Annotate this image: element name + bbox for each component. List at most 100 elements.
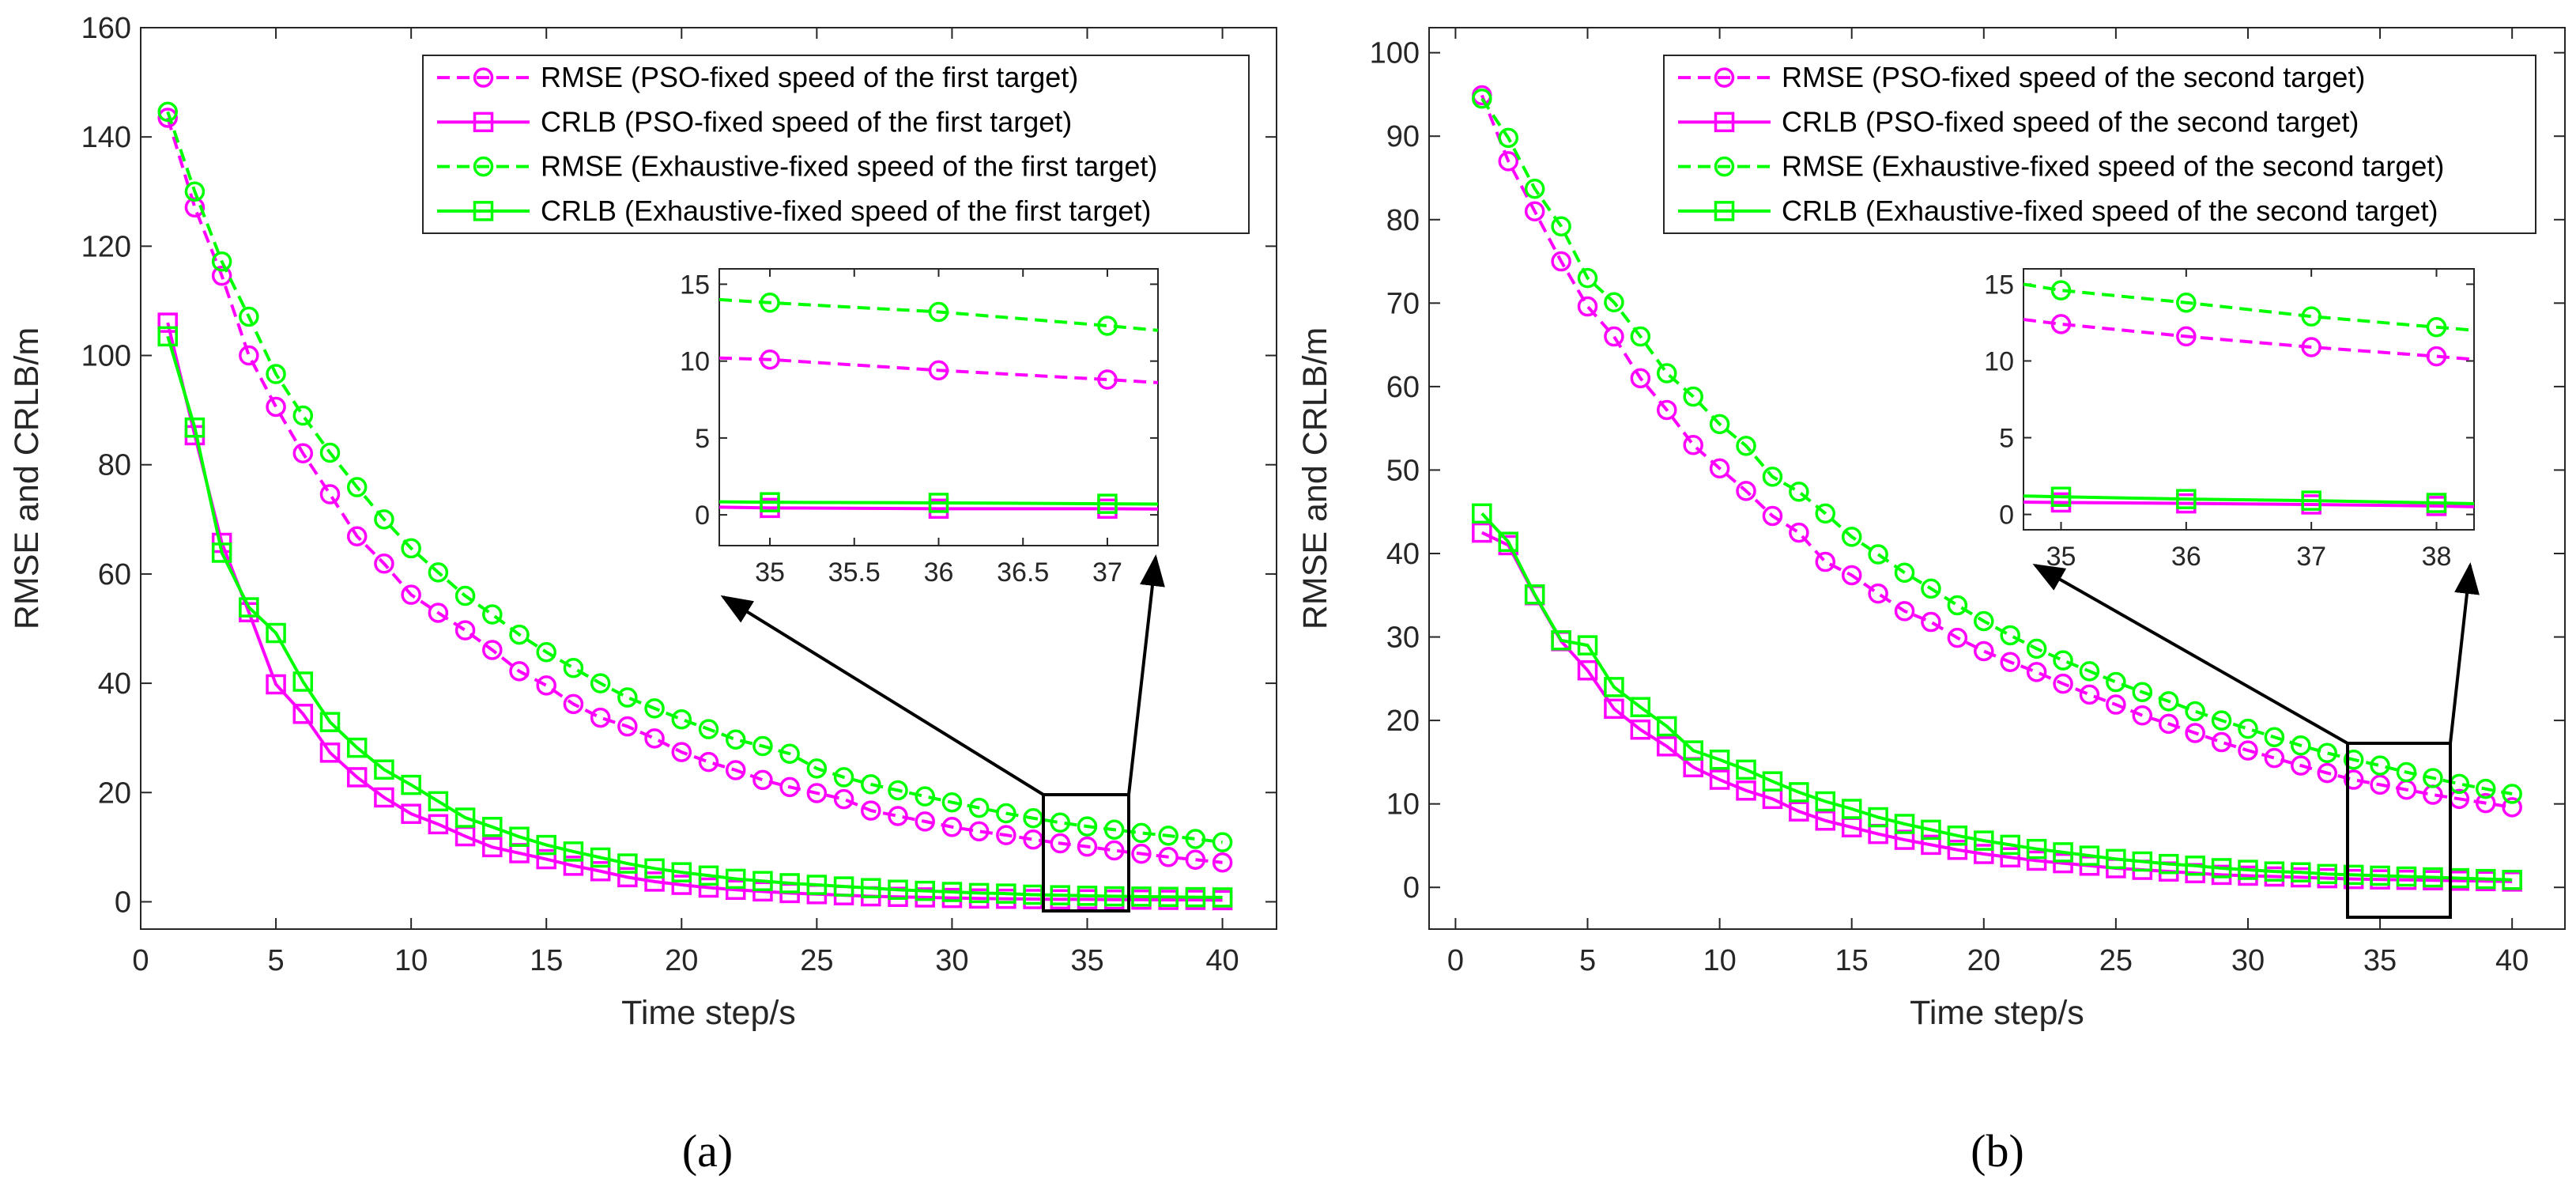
data-point	[239, 345, 259, 366]
data-point	[2079, 845, 2100, 866]
legend-entry-label: CRLB (PSO-fixed speed of the first targe…	[541, 105, 1072, 138]
legend-marker	[473, 67, 494, 88]
data-point	[1974, 830, 1994, 851]
inset-frame	[2023, 268, 2475, 531]
x-tick-label: 30	[2231, 944, 2265, 977]
data-point	[1894, 814, 1915, 834]
data-point	[266, 396, 286, 418]
legend-entry-label: RMSE (Exhaustive-fixed speed of the firs…	[541, 150, 1157, 183]
data-point	[428, 814, 449, 835]
data-point	[1762, 505, 1783, 527]
data-point	[374, 554, 394, 574]
data-point	[1050, 833, 1071, 854]
data-point	[509, 624, 530, 645]
y-tick-label: 50	[1386, 454, 1420, 487]
data-point	[1630, 368, 1651, 389]
inset-x-tick-label: 36	[2171, 542, 2201, 572]
data-point	[454, 807, 476, 828]
data-point	[346, 767, 368, 788]
data-point	[184, 417, 206, 438]
data-point	[454, 585, 476, 606]
data-point	[292, 443, 314, 463]
inset-series-line	[2023, 494, 2475, 505]
data-point	[2396, 866, 2417, 887]
data-point	[1604, 677, 1624, 697]
data-point	[644, 698, 665, 719]
inset-series-line	[718, 356, 1159, 384]
x-axis-label: Time step/s	[1910, 994, 2084, 1032]
data-point	[1657, 736, 1677, 757]
inset-zoom-plot: 35 36 37 38 0 5 10 15	[1984, 268, 2475, 572]
zoom-region-box	[1042, 793, 1130, 913]
inset-data-point	[2176, 326, 2197, 347]
series-line	[1480, 531, 2513, 883]
data-point	[617, 716, 638, 737]
data-point	[536, 675, 556, 696]
data-point	[428, 562, 449, 583]
series-3	[157, 326, 1233, 908]
data-point	[482, 640, 503, 660]
data-point	[536, 834, 556, 856]
data-point	[671, 875, 692, 895]
data-point	[2106, 694, 2126, 715]
data-point	[2475, 868, 2496, 890]
data-point	[698, 877, 719, 898]
inset-y-tick-label: 15	[680, 270, 710, 300]
legend: RMSE (PSO-fixed speed of the second targ…	[1663, 55, 2536, 234]
data-point	[2106, 671, 2126, 693]
data-point	[1841, 565, 1862, 586]
data-point	[644, 871, 665, 892]
x-tick-label: 40	[1205, 944, 1239, 977]
data-point	[2026, 838, 2047, 860]
inset-y-tick-label: 10	[680, 347, 710, 377]
data-point	[2158, 691, 2179, 712]
data-point	[1789, 522, 1809, 543]
inset-data-point	[1097, 493, 1118, 514]
data-point	[157, 326, 178, 347]
inset-data-point	[2301, 490, 2321, 511]
zoom-arrow	[2032, 564, 2348, 745]
inset-series-line	[2023, 318, 2475, 361]
data-point	[779, 776, 800, 798]
data-point	[2343, 769, 2364, 790]
data-point	[1789, 482, 1809, 502]
y-tick-label: 20	[1386, 705, 1420, 738]
inset-data-point	[2050, 486, 2072, 508]
legend-entry-label: RMSE (Exhaustive-fixed speed of the seco…	[1782, 150, 2444, 183]
data-point	[2158, 853, 2179, 875]
data-point	[1551, 251, 1571, 272]
data-point	[671, 862, 692, 882]
y-axis-label: RMSE and CRLB/m	[8, 327, 46, 629]
data-point	[2343, 864, 2364, 886]
y-tick-label: 100	[1370, 37, 1420, 70]
inset-x-tick-label: 36.5	[997, 557, 1049, 588]
legend: RMSE (PSO-fixed speed of the first targe…	[422, 55, 1250, 234]
data-point	[428, 603, 449, 623]
data-point	[482, 604, 503, 625]
inset-data-point	[1097, 316, 1118, 336]
data-point	[184, 197, 206, 218]
data-point	[1604, 292, 1624, 313]
data-point	[157, 101, 178, 123]
data-point	[1604, 698, 1624, 720]
inset-series-line	[718, 505, 1159, 511]
x-tick-label: 35	[2363, 944, 2397, 977]
data-point	[941, 817, 963, 837]
x-tick-label: 15	[1835, 944, 1869, 977]
data-point	[941, 792, 963, 813]
y-tick-label: 60	[1386, 371, 1420, 404]
data-point	[1947, 595, 1968, 616]
data-point	[1868, 807, 1888, 828]
y-tick-label: 120	[81, 230, 131, 263]
legend-entry-label: RMSE (PSO-fixed speed of the first targe…	[541, 61, 1078, 93]
data-point	[2211, 731, 2232, 753]
data-point	[2475, 792, 2496, 814]
data-point	[1683, 386, 1703, 407]
x-tick-label: 40	[2495, 944, 2529, 977]
data-point	[617, 687, 638, 708]
data-point	[725, 729, 746, 750]
data-point	[2238, 860, 2258, 880]
data-point	[1630, 326, 1651, 347]
data-point	[2211, 858, 2232, 878]
panel-caption: (a)	[682, 1125, 733, 1177]
